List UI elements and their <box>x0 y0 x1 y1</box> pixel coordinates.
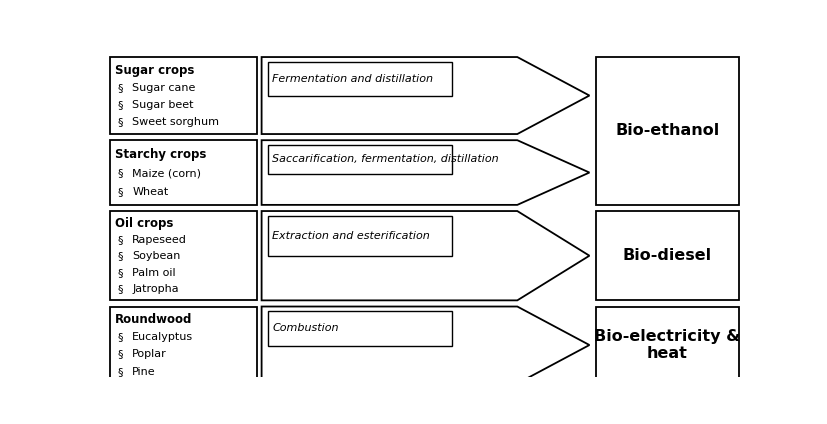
Bar <box>595 307 739 384</box>
Polygon shape <box>261 211 589 300</box>
Text: §: § <box>117 117 122 127</box>
Text: §: § <box>117 367 122 377</box>
Text: §: § <box>117 83 122 93</box>
Text: Fermentation and distillation: Fermentation and distillation <box>272 74 433 84</box>
Bar <box>109 140 256 205</box>
Bar <box>109 211 256 300</box>
Text: §: § <box>117 235 122 245</box>
Text: Maize (corn): Maize (corn) <box>132 168 201 179</box>
Text: §: § <box>117 332 122 342</box>
Bar <box>109 57 256 134</box>
Text: Sugar beet: Sugar beet <box>132 100 194 110</box>
Text: Combustion: Combustion <box>272 324 338 333</box>
Bar <box>267 216 452 256</box>
Text: §: § <box>117 268 122 278</box>
Text: Oil crops: Oil crops <box>115 218 174 230</box>
Text: Pine: Pine <box>132 367 155 377</box>
Text: Extraction and esterification: Extraction and esterification <box>272 231 430 241</box>
Text: Rapeseed: Rapeseed <box>132 235 187 245</box>
Text: §: § <box>117 187 122 197</box>
Text: Sweet sorghum: Sweet sorghum <box>132 117 219 127</box>
Bar <box>595 57 739 205</box>
Text: Starchy crops: Starchy crops <box>115 148 206 161</box>
Text: §: § <box>117 168 122 179</box>
Bar <box>267 145 452 174</box>
Bar <box>595 211 739 300</box>
Text: Palm oil: Palm oil <box>132 268 175 278</box>
Bar <box>109 307 256 384</box>
Text: Roundwood: Roundwood <box>115 313 192 326</box>
Text: Wheat: Wheat <box>132 187 168 197</box>
Text: Bio-electricity &
heat: Bio-electricity & heat <box>594 329 739 361</box>
Polygon shape <box>261 140 589 205</box>
Text: Sugar crops: Sugar crops <box>115 64 194 77</box>
Text: Saccarification, fermentation, distillation: Saccarification, fermentation, distillat… <box>272 154 499 165</box>
Text: Bio-diesel: Bio-diesel <box>622 248 711 263</box>
Text: §: § <box>117 349 122 360</box>
Polygon shape <box>261 307 589 384</box>
Text: §: § <box>117 100 122 110</box>
Bar <box>267 61 452 96</box>
Text: Eucalyptus: Eucalyptus <box>132 332 193 342</box>
Text: §: § <box>117 251 122 262</box>
Text: Soybean: Soybean <box>132 251 180 262</box>
Text: Bio-ethanol: Bio-ethanol <box>614 123 719 139</box>
Text: Jatropha: Jatropha <box>132 284 179 294</box>
Bar <box>267 311 452 346</box>
Text: §: § <box>117 284 122 294</box>
Text: Sugar cane: Sugar cane <box>132 83 195 93</box>
Polygon shape <box>261 57 589 134</box>
Text: Poplar: Poplar <box>132 349 167 360</box>
